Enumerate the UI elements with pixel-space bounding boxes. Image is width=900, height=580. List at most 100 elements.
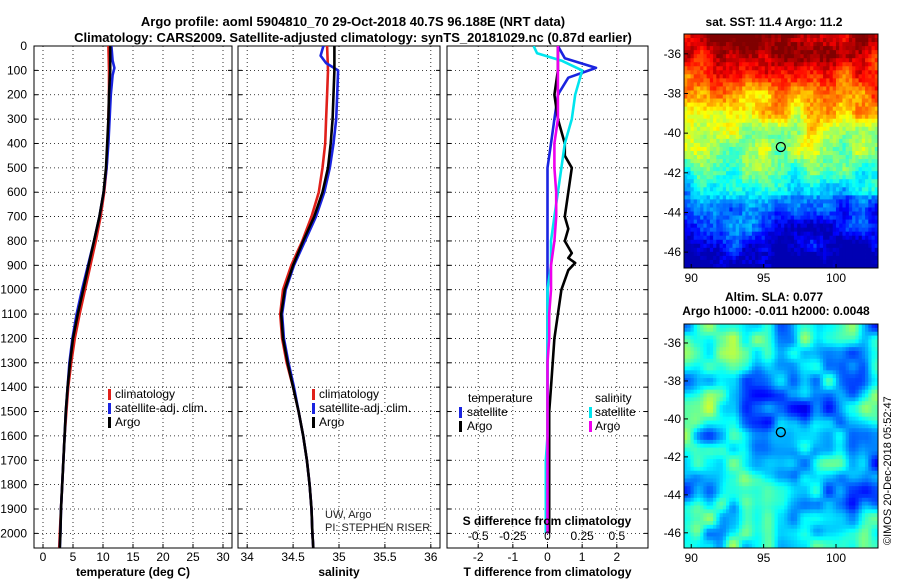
map-y-tick-label: -36 [664, 47, 682, 61]
depth-tick-label: 1900 [0, 502, 27, 516]
legend-label: satellite [467, 405, 508, 419]
depth-tick-label: 1200 [0, 331, 27, 345]
x-tick-label: 2 [613, 550, 620, 564]
x-axis-label: temperature (deg C) [76, 565, 190, 579]
legend-swatch [589, 421, 592, 432]
x-tick-label: 15 [126, 550, 140, 564]
x-tick-label: 34.5 [281, 550, 305, 564]
legend-swatch [459, 421, 462, 432]
s-tick-label: 0 [544, 529, 551, 543]
depth-tick-label: 200 [7, 88, 27, 102]
depth-tick-label: 700 [7, 210, 27, 224]
map-x-tick-label: 90 [685, 551, 699, 565]
map-field [684, 324, 879, 549]
imos-credit: ©IMOS 20-Dec-2018 05:52:47 [882, 396, 894, 545]
argo-position-marker [775, 141, 786, 153]
legend-label: satellite [595, 405, 636, 419]
x-tick-label: 34 [241, 550, 255, 564]
s-axis-label: S difference from climatology [463, 514, 632, 528]
depth-tick-label: 900 [7, 258, 27, 272]
legend-swatch [108, 389, 111, 400]
legend-label: Argo [467, 419, 493, 433]
sst-map-title: sat. SST: 11.4 Argo: 11.2 [706, 15, 843, 29]
map-frame [683, 323, 879, 549]
s-tick-label: 0.25 [570, 529, 594, 543]
map-x-tick-label: 100 [826, 551, 846, 565]
legend-label: satellite-adj. clim. [319, 401, 411, 415]
depth-tick-label: 1700 [0, 453, 27, 467]
s-tick-label: -0.25 [499, 529, 527, 543]
difference-panel: -2 -1 0 1 2T difference from climatology temp… [446, 45, 649, 579]
x-tick-label: 0 [544, 550, 551, 564]
map-y-tick-label: -42 [664, 166, 682, 180]
legend-label: Argo [115, 415, 141, 429]
map-field [684, 34, 879, 269]
depth-tick-label: 1400 [0, 380, 27, 394]
legend: temperature salinitysatelliteArgosatellit… [459, 391, 636, 433]
legend-label: Argo [319, 415, 345, 429]
x-tick-label: 30 [216, 550, 230, 564]
depth-tick-label: 0 [20, 39, 27, 53]
legend-label: Argo [595, 419, 621, 433]
series-line-s-argo [546, 46, 560, 534]
title-line1: Argo profile: aoml 5904810_70 29-Oct-201… [141, 14, 565, 29]
pi-annotation-line1: UW, Argo [325, 509, 371, 521]
x-tick-label: 10 [96, 550, 110, 564]
legend-swatch [108, 417, 111, 428]
sla-map-title-1: Altim. SLA: 0.077 [725, 290, 823, 304]
series-line-argo [279, 46, 336, 548]
map-x-tick-label: 95 [757, 551, 771, 565]
depth-tick-label: 100 [7, 63, 27, 77]
depth-tick-label: 1800 [0, 478, 27, 492]
x-tick-label: 5 [70, 550, 77, 564]
legend-swatch [312, 417, 315, 428]
x-tick-label: -1 [508, 550, 519, 564]
legend-title-temperature: temperature [468, 391, 533, 405]
legend-swatch [459, 407, 462, 418]
map-y-tick-label: -38 [664, 86, 682, 100]
series-line-argo [58, 46, 112, 548]
map-frame [683, 33, 879, 269]
x-axis-label: salinity [318, 565, 360, 579]
pi-annotation-line2: PI: STEPHEN RISER [325, 522, 430, 534]
temperature-panel: 0 5 10 15 20 25 30 temperature (deg C) climatolo… [33, 45, 233, 579]
legend-label: climatology [115, 387, 175, 401]
legend-swatch [108, 403, 111, 414]
depth-tick-label: 800 [7, 234, 27, 248]
depth-tick-label: 1500 [0, 405, 27, 419]
map-y-tick-label: -46 [664, 245, 682, 259]
map-y-tick-label: -40 [664, 126, 682, 140]
plot-frame [237, 45, 441, 549]
map-y-tick-label: -36 [664, 336, 682, 350]
depth-tick-label: 2000 [0, 526, 27, 540]
sla-map-title-2: Argo h1000: -0.011 h2000: 0.0048 [682, 304, 870, 318]
x-tick-label: -2 [473, 550, 484, 564]
x-tick-label: 36 [424, 550, 438, 564]
x-axis-label: T difference from climatology [463, 565, 631, 579]
depth-tick-label: 1600 [0, 429, 27, 443]
depth-tick-label: 400 [7, 136, 27, 150]
map-y-tick-label: -44 [664, 488, 682, 502]
legend-label: satellite-adj. clim. [115, 401, 207, 415]
map-y-tick-label: -42 [664, 450, 682, 464]
legend-title-salinity: salinity [595, 391, 632, 405]
map-x-tick-label: 90 [685, 271, 699, 285]
depth-axis: 0 100 200 300 400 500 600 700 800 900 1000 1100 1200… [0, 39, 27, 540]
depth-tick-label: 1300 [0, 356, 27, 370]
map-x-tick-label: 100 [826, 271, 846, 285]
s-tick-label: -0.5 [468, 529, 489, 543]
x-tick-label: 35 [332, 550, 346, 564]
map-x-tick-label: 95 [757, 271, 771, 285]
title-line2: Climatology: CARS2009. Satellite-adjuste… [74, 30, 632, 45]
argo-position-marker [775, 427, 786, 438]
salinity-panel: 34 34.5 35 35.5 36 salinity climatologysatelli… [237, 45, 441, 579]
legend-label: climatology [319, 387, 379, 401]
x-tick-label: 35.5 [373, 550, 397, 564]
map-y-tick-label: -44 [664, 205, 682, 219]
map-y-tick-label: -40 [664, 412, 682, 426]
depth-tick-label: 1000 [0, 283, 27, 297]
